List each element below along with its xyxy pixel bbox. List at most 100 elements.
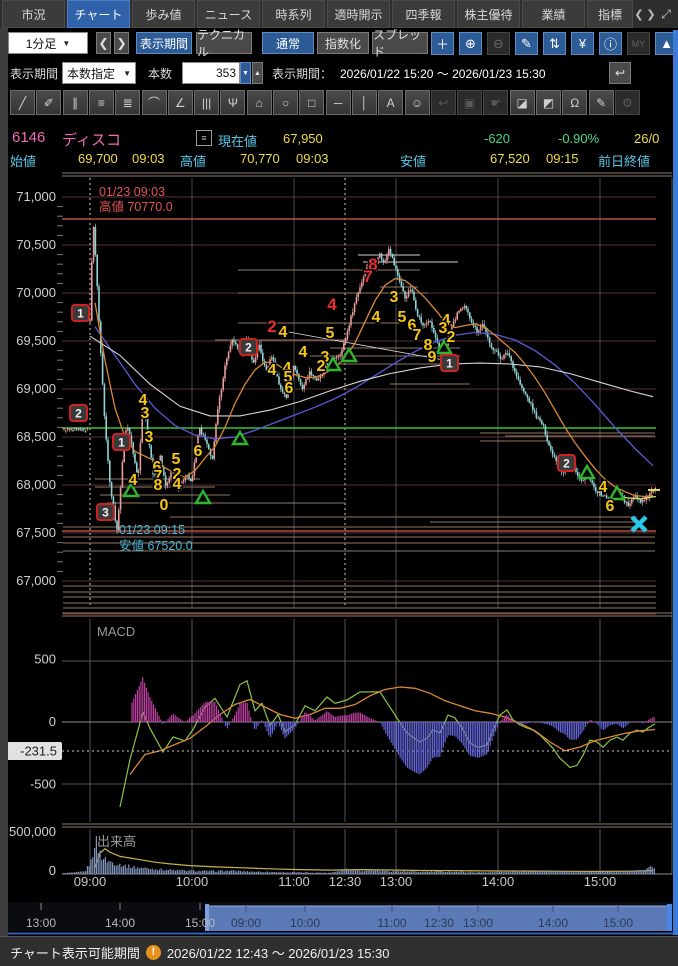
period-mode-select[interactable]: 本数指定 ▼ [62, 62, 136, 84]
ellipse-icon[interactable]: ○ [273, 90, 298, 115]
signal-triangle-icon [193, 488, 213, 505]
svg-text:11:00: 11:00 [377, 916, 406, 930]
wave-badge [71, 304, 90, 322]
navigator-selection[interactable] [207, 906, 667, 931]
wave-badge-number: 1 [77, 307, 84, 321]
zoom-out-icon[interactable]: ⊖ [487, 32, 510, 55]
svg-text:67,000: 67,000 [16, 573, 56, 588]
tabs-prev-icon[interactable]: ❮ [634, 8, 644, 21]
count-label-yellow: 5 [398, 309, 407, 326]
count-label-red: 2 [267, 317, 276, 336]
count-label-yellow: 4 [372, 309, 381, 326]
horizontal-line-icon[interactable]: ─ [325, 90, 351, 115]
hand-icon[interactable]: ☛ [483, 90, 509, 115]
copy-icon[interactable]: ▣ [457, 90, 483, 115]
normal-button[interactable]: 通常 [262, 32, 314, 54]
wave-badge [557, 454, 576, 472]
vertical-line-icon[interactable]: │ [351, 90, 377, 115]
navigator-right-handle[interactable] [667, 904, 672, 931]
vertical-levels-icon[interactable]: ||| [194, 90, 220, 115]
pentagon-icon[interactable]: ⌂ [246, 90, 272, 115]
count-down-icon[interactable]: ▼ [240, 62, 251, 84]
fan-lines-icon[interactable]: ∠ [167, 90, 193, 115]
text-icon[interactable]: A [378, 90, 404, 115]
rectangle-icon[interactable]: □ [299, 90, 325, 115]
count-label-yellow: 3 [390, 289, 399, 306]
tab-tekiji[interactable]: 適時開示 [327, 0, 390, 28]
tab-shikiho[interactable]: 四季報 [392, 0, 455, 28]
wave-badge-number: 3 [102, 506, 109, 520]
left-border [0, 28, 8, 936]
zoom-in-icon[interactable]: ⊕ [459, 32, 482, 55]
my-settings-icon[interactable]: MY [627, 32, 650, 55]
expand-icon[interactable]: ⤢ [661, 6, 671, 21]
display-period-button[interactable]: 表示期間 [136, 32, 192, 54]
draw-icon[interactable]: ✎ [515, 32, 538, 55]
price-change-pct: -0.90% [558, 131, 600, 146]
tab-ayumine[interactable]: 歩み値 [132, 0, 195, 28]
period-label: 表示期間 [10, 66, 59, 81]
count-label-yellow: 4 [283, 360, 292, 377]
icon-stamp-icon[interactable]: ☺ [404, 90, 430, 115]
signal-triangle-icon [230, 429, 250, 446]
parallel-lines-icon[interactable]: ∥ [62, 90, 88, 115]
fib-arc-icon[interactable]: ⌒ [141, 90, 167, 115]
prev-interval-button[interactable]: ❮ [96, 32, 111, 54]
count-label-yellow: 6 [408, 317, 417, 334]
tab-gyoseki[interactable]: 業績 [522, 0, 585, 28]
list-icon[interactable]: ≡ [196, 130, 212, 146]
svg-text:14:00: 14:00 [538, 916, 568, 930]
tab-chart[interactable]: チャート [67, 0, 130, 28]
magnet-icon[interactable]: Ω [562, 90, 588, 115]
count-up-icon[interactable]: ▲ [252, 62, 263, 84]
draw-settings-icon[interactable]: ⚙ [614, 90, 640, 115]
reset-period-icon[interactable]: ↩ [609, 62, 631, 84]
eraser-all-icon[interactable]: ◩ [536, 90, 561, 115]
navigator-left-handle[interactable] [205, 904, 209, 931]
wave-badge-number: 2 [245, 341, 252, 355]
wave-badge [112, 433, 131, 451]
tab-news[interactable]: ニュース [197, 0, 260, 28]
main-chart[interactable]: 71,000 70,500 70,000 69,500 69,000 68,500 68,0… [0, 170, 678, 936]
svg-text:10:00: 10:00 [290, 916, 320, 930]
tab-shihyo[interactable]: 指標 [587, 0, 633, 28]
svg-text:500: 500 [34, 652, 56, 667]
tabs-next-icon[interactable]: ❯ [646, 8, 656, 21]
stock-code: 6146 [12, 129, 46, 146]
wave-badge-number: 2 [563, 457, 570, 471]
eraser-icon[interactable]: ◪ [509, 90, 535, 115]
spread-button[interactable]: スプレッド [372, 28, 428, 59]
svg-text:13:00: 13:00 [26, 916, 56, 930]
macd-panel: MACD 500 0 -500 -231.5 [7, 624, 672, 808]
crayon-icon[interactable]: ✐ [36, 90, 62, 115]
signal-triangle-icon [339, 346, 359, 363]
price-tool-icon[interactable]: ¥ [571, 32, 594, 55]
tab-yutai[interactable]: 株主優待 [457, 0, 520, 28]
bar-count-input[interactable]: 353 [182, 62, 240, 84]
next-interval-button[interactable]: ❯ [114, 32, 129, 54]
low-value: 67,520 [490, 151, 530, 166]
range-label: 表示期間： [272, 66, 333, 81]
count-label-yellow: 9 [428, 349, 437, 366]
price-change: -620 [484, 131, 511, 146]
index-button[interactable]: 指数化 [317, 32, 369, 54]
lock-draw-icon[interactable]: ✎ [588, 90, 614, 115]
fib-retracement-icon[interactable]: ≣ [115, 90, 141, 115]
tab-shikyo[interactable]: 市況 [2, 0, 65, 28]
tab-jikeiretsu[interactable]: 時系列 [262, 0, 325, 28]
navigator[interactable]: 13:00 14:00 15:00 09:00 10:00 11:00 12:30 13:00… [0, 902, 678, 935]
undo-draw-icon[interactable]: ↩ [430, 90, 456, 115]
count-label-yellow: 4 [173, 476, 182, 493]
crosshair-icon[interactable]: ＋ [431, 32, 454, 55]
pitchfork-icon[interactable]: Ψ [220, 90, 246, 115]
horizontal-levels-icon[interactable]: ≡ [88, 90, 114, 115]
pointer-line-icon[interactable]: ⇅ [543, 32, 566, 55]
technical-button[interactable]: テクニカル [196, 28, 252, 59]
count-label-yellow: 4 [129, 472, 138, 489]
interval-select[interactable]: 1分足 ▼ [8, 32, 88, 54]
info-icon[interactable]: ⓘ [599, 32, 622, 55]
trendline-icon[interactable]: ╱ [10, 90, 35, 115]
high-note: 高値 70770.0 [99, 199, 173, 214]
right-scroll-border[interactable] [673, 30, 678, 935]
